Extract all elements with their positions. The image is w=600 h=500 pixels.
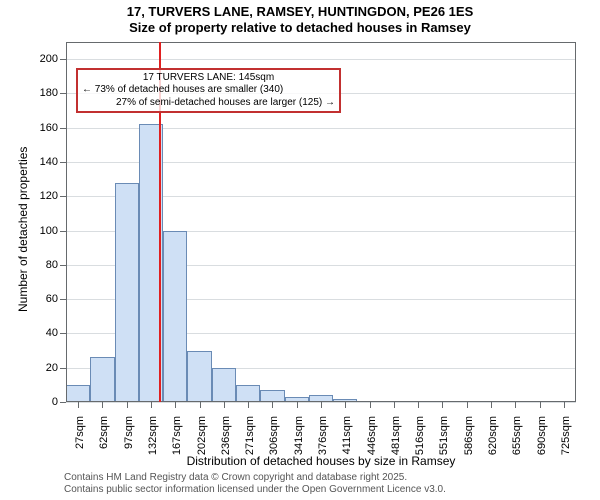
- xtick-mark: [540, 402, 541, 408]
- xtick-label: 97sqm: [123, 416, 135, 466]
- xtick-label: 516sqm: [414, 416, 426, 466]
- xtick-mark: [127, 402, 128, 408]
- xtick-mark: [467, 402, 468, 408]
- xtick-mark: [248, 402, 249, 408]
- xtick-label: 306sqm: [268, 416, 280, 466]
- ytick-label: 80: [28, 259, 58, 271]
- xtick-mark: [345, 402, 346, 408]
- xtick-mark: [151, 402, 152, 408]
- annotation-line-3: 27% of semi-detached houses are larger (…: [82, 97, 335, 110]
- ytick-label: 160: [28, 122, 58, 134]
- ytick-label: 100: [28, 225, 58, 237]
- xtick-mark: [418, 402, 419, 408]
- xtick-label: 446sqm: [366, 416, 378, 466]
- annotation-line-1: 17 TURVERS LANE: 145sqm: [82, 72, 335, 85]
- xtick-mark: [321, 402, 322, 408]
- ytick-label: 0: [28, 396, 58, 408]
- xtick-mark: [200, 402, 201, 408]
- annotation-box: 17 TURVERS LANE: 145sqm ← 73% of detache…: [76, 68, 341, 114]
- xtick-label: 411sqm: [341, 416, 353, 466]
- ytick-label: 20: [28, 362, 58, 374]
- ytick-label: 200: [28, 53, 58, 65]
- xtick-mark: [491, 402, 492, 408]
- xtick-label: 725sqm: [560, 416, 572, 466]
- xtick-mark: [102, 402, 103, 408]
- xtick-mark: [224, 402, 225, 408]
- xtick-label: 62sqm: [98, 416, 110, 466]
- chart-root: { "titles": { "line1": "17, TURVERS LANE…: [0, 0, 600, 500]
- ytick-label: 180: [28, 87, 58, 99]
- xtick-label: 167sqm: [171, 416, 183, 466]
- ytick-label: 60: [28, 293, 58, 305]
- ytick-mark: [60, 402, 66, 403]
- xtick-label: 376sqm: [317, 416, 329, 466]
- xtick-label: 132sqm: [147, 416, 159, 466]
- xtick-mark: [394, 402, 395, 408]
- xtick-label: 202sqm: [196, 416, 208, 466]
- ytick-label: 40: [28, 327, 58, 339]
- xtick-label: 620sqm: [487, 416, 499, 466]
- xtick-label: 551sqm: [438, 416, 450, 466]
- xtick-mark: [297, 402, 298, 408]
- ytick-label: 140: [28, 156, 58, 168]
- xtick-mark: [515, 402, 516, 408]
- xtick-label: 236sqm: [220, 416, 232, 466]
- xtick-mark: [78, 402, 79, 408]
- xtick-label: 586sqm: [463, 416, 475, 466]
- xtick-mark: [175, 402, 176, 408]
- xtick-label: 655sqm: [511, 416, 523, 466]
- xtick-label: 27sqm: [74, 416, 86, 466]
- annotation-line-2: ← 73% of detached houses are smaller (34…: [82, 84, 335, 97]
- xtick-mark: [272, 402, 273, 408]
- credit-line-1: Contains HM Land Registry data © Crown c…: [64, 472, 407, 484]
- title-line-2: Size of property relative to detached ho…: [0, 20, 600, 35]
- credit-line-2: Contains public sector information licen…: [64, 484, 446, 496]
- xtick-mark: [370, 402, 371, 408]
- xtick-label: 271sqm: [244, 416, 256, 466]
- xtick-mark: [564, 402, 565, 408]
- ytick-label: 120: [28, 190, 58, 202]
- title-line-1: 17, TURVERS LANE, RAMSEY, HUNTINGDON, PE…: [0, 4, 600, 19]
- xtick-label: 690sqm: [536, 416, 548, 466]
- xtick-label: 481sqm: [390, 416, 402, 466]
- xtick-mark: [442, 402, 443, 408]
- xtick-label: 341sqm: [293, 416, 305, 466]
